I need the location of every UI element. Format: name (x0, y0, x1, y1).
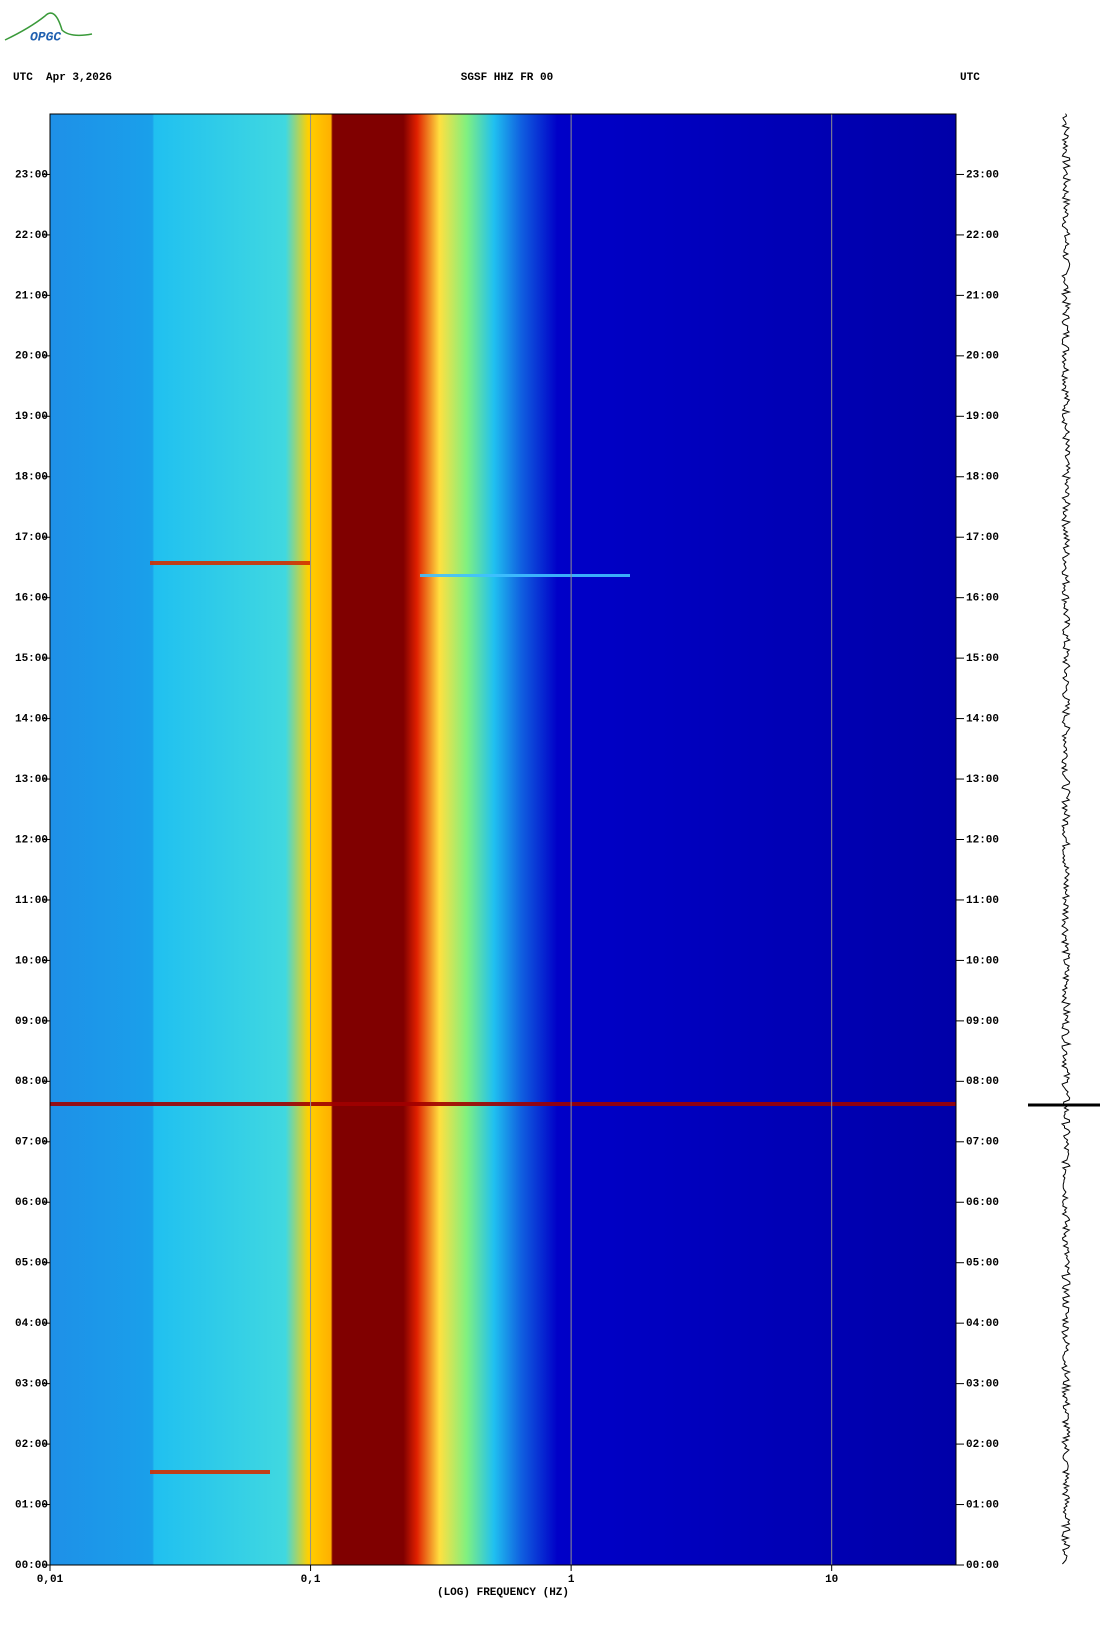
y-tick-label: 00:00 (15, 1560, 48, 1572)
y-tick-label: 20:00 (15, 351, 48, 363)
right-header: UTC (960, 72, 980, 84)
y-tick-label: 12:00 (15, 834, 48, 846)
x-tick-label: 0,1 (301, 1574, 321, 1586)
logo-text: OPGC (30, 29, 61, 44)
event-band (420, 574, 630, 577)
y-tick-label: 08:00 (966, 1076, 999, 1088)
y-tick-label: 04:00 (15, 1318, 48, 1330)
y-tick-label: 02:00 (15, 1439, 48, 1451)
y-tick-label: 04:00 (966, 1318, 999, 1330)
y-tick-label: 09:00 (15, 1016, 48, 1028)
y-tick-label: 21:00 (15, 290, 48, 302)
y-tick-label: 07:00 (15, 1137, 48, 1149)
y-tick-label: 19:00 (966, 411, 999, 423)
y-tick-label: 09:00 (966, 1016, 999, 1028)
x-tick-label: 0,01 (37, 1574, 64, 1586)
x-axis-label: (LOG) FREQUENCY (HZ) (437, 1587, 569, 1599)
y-tick-label: 14:00 (15, 713, 48, 725)
y-tick-label: 03:00 (15, 1379, 48, 1391)
chart-title: SGSF HHZ FR 00 (461, 72, 553, 84)
y-tick-label: 13:00 (966, 774, 999, 786)
y-tick-label: 11:00 (15, 895, 48, 907)
y-tick-label: 08:00 (15, 1076, 48, 1088)
y-tick-label: 05:00 (966, 1258, 999, 1270)
spectrogram (50, 114, 956, 1565)
y-tick-label: 12:00 (966, 834, 999, 846)
y-tick-label: 18:00 (15, 472, 48, 484)
y-tick-label: 06:00 (15, 1197, 48, 1209)
event-band (150, 1470, 270, 1474)
y-tick-label: 14:00 (966, 713, 999, 725)
y-tick-label: 10:00 (15, 955, 48, 967)
y-tick-label: 07:00 (966, 1137, 999, 1149)
y-tick-label: 05:00 (15, 1258, 48, 1270)
x-tick-label: 1 (568, 1574, 575, 1586)
y-tick-label: 18:00 (966, 472, 999, 484)
y-tick-label: 15:00 (15, 653, 48, 665)
y-tick-label: 03:00 (966, 1379, 999, 1391)
event-band (150, 561, 310, 565)
y-tick-label: 16:00 (966, 593, 999, 605)
y-tick-label: 02:00 (966, 1439, 999, 1451)
y-tick-label: 21:00 (966, 290, 999, 302)
y-tick-label: 10:00 (966, 955, 999, 967)
y-tick-label: 17:00 (15, 532, 48, 544)
x-tick-label: 10 (825, 1574, 838, 1586)
y-tick-label: 15:00 (966, 653, 999, 665)
left-header: UTC Apr 3,2026 (13, 72, 112, 84)
y-tick-label: 16:00 (15, 593, 48, 605)
seismogram (1060, 113, 1072, 1565)
y-tick-label: 06:00 (966, 1197, 999, 1209)
y-tick-label: 22:00 (966, 230, 999, 242)
y-tick-label: 11:00 (966, 895, 999, 907)
y-tick-label: 01:00 (966, 1499, 999, 1511)
y-tick-label: 13:00 (15, 774, 48, 786)
y-tick-label: 23:00 (15, 169, 48, 181)
event-band (50, 1102, 956, 1106)
y-tick-label: 23:00 (966, 169, 999, 181)
y-tick-label: 22:00 (15, 230, 48, 242)
y-tick-label: 19:00 (15, 411, 48, 423)
y-tick-label: 20:00 (966, 351, 999, 363)
y-tick-label: 00:00 (966, 1560, 999, 1572)
y-tick-label: 01:00 (15, 1499, 48, 1511)
events (50, 561, 956, 1474)
y-tick-label: 17:00 (966, 532, 999, 544)
logo: OPGC (4, 12, 93, 44)
